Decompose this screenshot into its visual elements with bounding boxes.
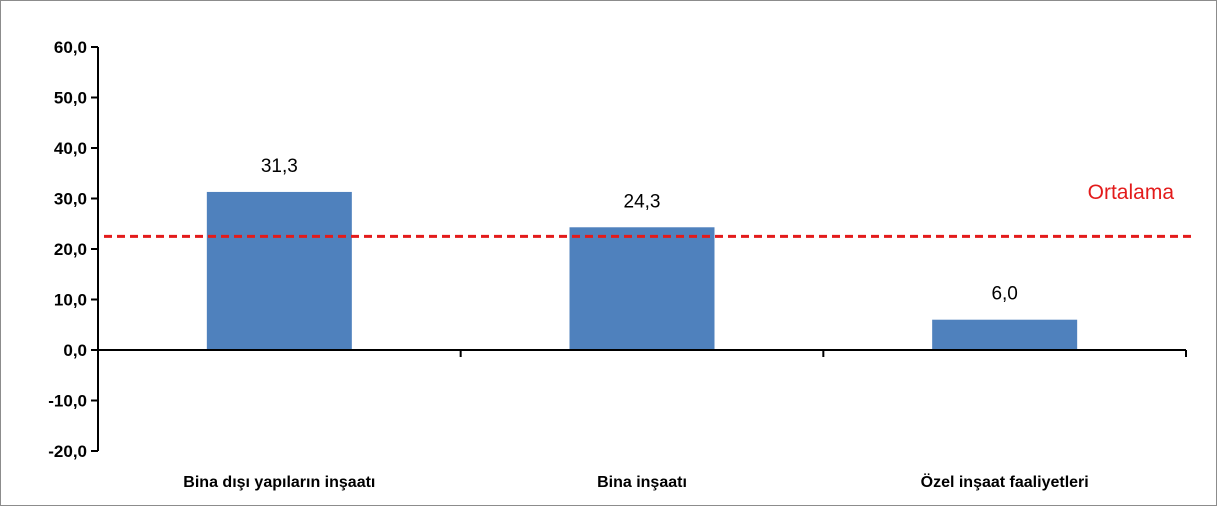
- y-tick-label: -20,0: [48, 442, 87, 461]
- y-tick-label: 10,0: [54, 291, 87, 310]
- average-line-label: Ortalama: [1088, 181, 1175, 204]
- y-tick-label: -10,0: [48, 392, 87, 411]
- bar: [569, 227, 715, 350]
- bar: [206, 191, 352, 350]
- data-label: 31,3: [261, 156, 298, 177]
- x-category-label: Özel inşaat faaliyetleri: [921, 472, 1089, 491]
- y-tick-label: 30,0: [54, 190, 87, 209]
- data-label: 24,3: [624, 191, 661, 212]
- x-category-label: Bina dışı yapıların inşaatı: [183, 474, 375, 491]
- y-tick-label: 40,0: [54, 139, 87, 158]
- x-category-label: Bina inşaatı: [597, 474, 687, 491]
- y-tick-label: 20,0: [54, 240, 87, 259]
- y-tick-label: 50,0: [54, 89, 87, 108]
- data-label: 6,0: [991, 284, 1017, 305]
- y-tick-label: 60,0: [54, 38, 87, 57]
- y-tick-label: 0,0: [63, 341, 87, 360]
- bar: [932, 319, 1078, 350]
